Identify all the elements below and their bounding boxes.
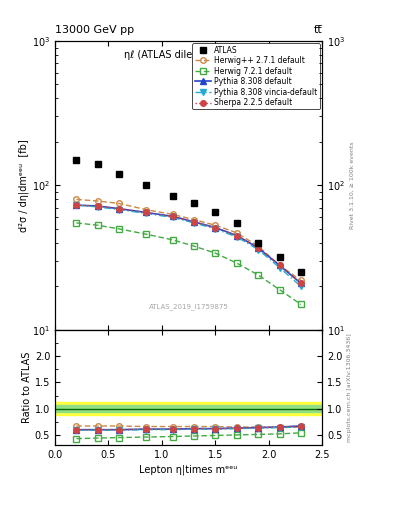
Y-axis label: mcplots.cern.ch [arXiv:1306.3436]: mcplots.cern.ch [arXiv:1306.3436] — [347, 333, 352, 442]
ATLAS — [170, 193, 175, 199]
ATLAS — [256, 240, 261, 246]
Herwig++ 2.7.1 default — [192, 217, 196, 223]
ATLAS — [192, 200, 196, 206]
Herwig 7.2.1 default — [170, 237, 175, 243]
Pythia 8.308 default — [170, 214, 175, 220]
Line: ATLAS: ATLAS — [73, 157, 304, 276]
ATLAS — [299, 269, 303, 275]
ATLAS — [143, 182, 148, 188]
Sherpa 2.2.5 default — [95, 203, 100, 209]
Line: Sherpa 2.2.5 default: Sherpa 2.2.5 default — [73, 202, 304, 286]
Pythia 8.308 default — [143, 209, 148, 216]
Pythia 8.308 vincia-default — [234, 234, 239, 240]
Pythia 8.308 default — [277, 262, 282, 268]
Herwig 7.2.1 default — [277, 287, 282, 293]
Sherpa 2.2.5 default — [117, 206, 121, 212]
Herwig++ 2.7.1 default — [277, 262, 282, 268]
Herwig++ 2.7.1 default — [234, 230, 239, 236]
Pythia 8.308 vincia-default — [74, 202, 79, 208]
Line: Herwig++ 2.7.1 default: Herwig++ 2.7.1 default — [73, 197, 304, 283]
Herwig++ 2.7.1 default — [117, 200, 121, 206]
Pythia 8.308 vincia-default — [95, 204, 100, 210]
ATLAS — [95, 161, 100, 167]
Sherpa 2.2.5 default — [234, 232, 239, 239]
Y-axis label: Ratio to ATLAS: Ratio to ATLAS — [22, 352, 32, 423]
Text: ηℓ (ATLAS dileptonic ttbar): ηℓ (ATLAS dileptonic ttbar) — [124, 50, 253, 59]
Herwig++ 2.7.1 default — [143, 206, 148, 212]
Sherpa 2.2.5 default — [74, 202, 79, 208]
Line: Pythia 8.308 default: Pythia 8.308 default — [73, 202, 304, 286]
ATLAS — [234, 220, 239, 226]
Pythia 8.308 default — [256, 245, 261, 251]
Pythia 8.308 vincia-default — [213, 226, 218, 232]
Pythia 8.308 default — [234, 232, 239, 239]
Text: 13000 GeV pp: 13000 GeV pp — [55, 25, 134, 35]
ATLAS — [213, 209, 218, 216]
X-axis label: Lepton η|times mᵉᵉᵘ: Lepton η|times mᵉᵉᵘ — [140, 464, 238, 475]
Pythia 8.308 vincia-default — [117, 206, 121, 212]
Herwig++ 2.7.1 default — [95, 198, 100, 204]
Text: tt̅: tt̅ — [314, 25, 322, 35]
Pythia 8.308 default — [299, 280, 303, 286]
Herwig 7.2.1 default — [256, 272, 261, 278]
Herwig++ 2.7.1 default — [74, 196, 79, 202]
Sherpa 2.2.5 default — [192, 219, 196, 225]
ATLAS — [74, 157, 79, 163]
Pythia 8.308 vincia-default — [170, 215, 175, 221]
Pythia 8.308 default — [117, 206, 121, 212]
Y-axis label: d²σ / dη|dmᵉᵉᵘ  [fb]: d²σ / dη|dmᵉᵉᵘ [fb] — [18, 139, 29, 232]
ATLAS — [277, 254, 282, 260]
Sherpa 2.2.5 default — [277, 262, 282, 268]
Line: Herwig 7.2.1 default: Herwig 7.2.1 default — [73, 220, 304, 307]
Herwig 7.2.1 default — [143, 231, 148, 237]
Herwig++ 2.7.1 default — [299, 278, 303, 284]
Sherpa 2.2.5 default — [170, 214, 175, 220]
Sherpa 2.2.5 default — [256, 245, 261, 251]
Pythia 8.308 default — [74, 202, 79, 208]
Pythia 8.308 vincia-default — [192, 220, 196, 226]
Herwig 7.2.1 default — [213, 250, 218, 256]
Pythia 8.308 vincia-default — [299, 283, 303, 289]
Herwig 7.2.1 default — [299, 302, 303, 308]
ATLAS — [117, 171, 121, 177]
Y-axis label: Rivet 3.1.10, ≥ 100k events: Rivet 3.1.10, ≥ 100k events — [349, 142, 354, 229]
Herwig 7.2.1 default — [234, 260, 239, 266]
Pythia 8.308 default — [213, 225, 218, 231]
Pythia 8.308 vincia-default — [143, 210, 148, 217]
Sherpa 2.2.5 default — [299, 280, 303, 286]
Herwig 7.2.1 default — [74, 220, 79, 226]
Bar — [55, 405, 322, 412]
Pythia 8.308 default — [95, 203, 100, 209]
Herwig 7.2.1 default — [95, 222, 100, 228]
Pythia 8.308 vincia-default — [256, 246, 261, 252]
Herwig++ 2.7.1 default — [256, 243, 261, 249]
Herwig++ 2.7.1 default — [170, 211, 175, 218]
Text: ATLAS_2019_I1759875: ATLAS_2019_I1759875 — [149, 303, 228, 310]
Legend: ATLAS, Herwig++ 2.7.1 default, Herwig 7.2.1 default, Pythia 8.308 default, Pythi: ATLAS, Herwig++ 2.7.1 default, Herwig 7.… — [192, 43, 320, 110]
Sherpa 2.2.5 default — [213, 225, 218, 231]
Herwig++ 2.7.1 default — [213, 222, 218, 228]
Bar — [55, 402, 322, 416]
Herwig 7.2.1 default — [192, 243, 196, 249]
Pythia 8.308 vincia-default — [277, 265, 282, 271]
Line: Pythia 8.308 vincia-default: Pythia 8.308 vincia-default — [73, 202, 304, 289]
Pythia 8.308 default — [192, 219, 196, 225]
Herwig 7.2.1 default — [117, 226, 121, 232]
Sherpa 2.2.5 default — [143, 209, 148, 216]
